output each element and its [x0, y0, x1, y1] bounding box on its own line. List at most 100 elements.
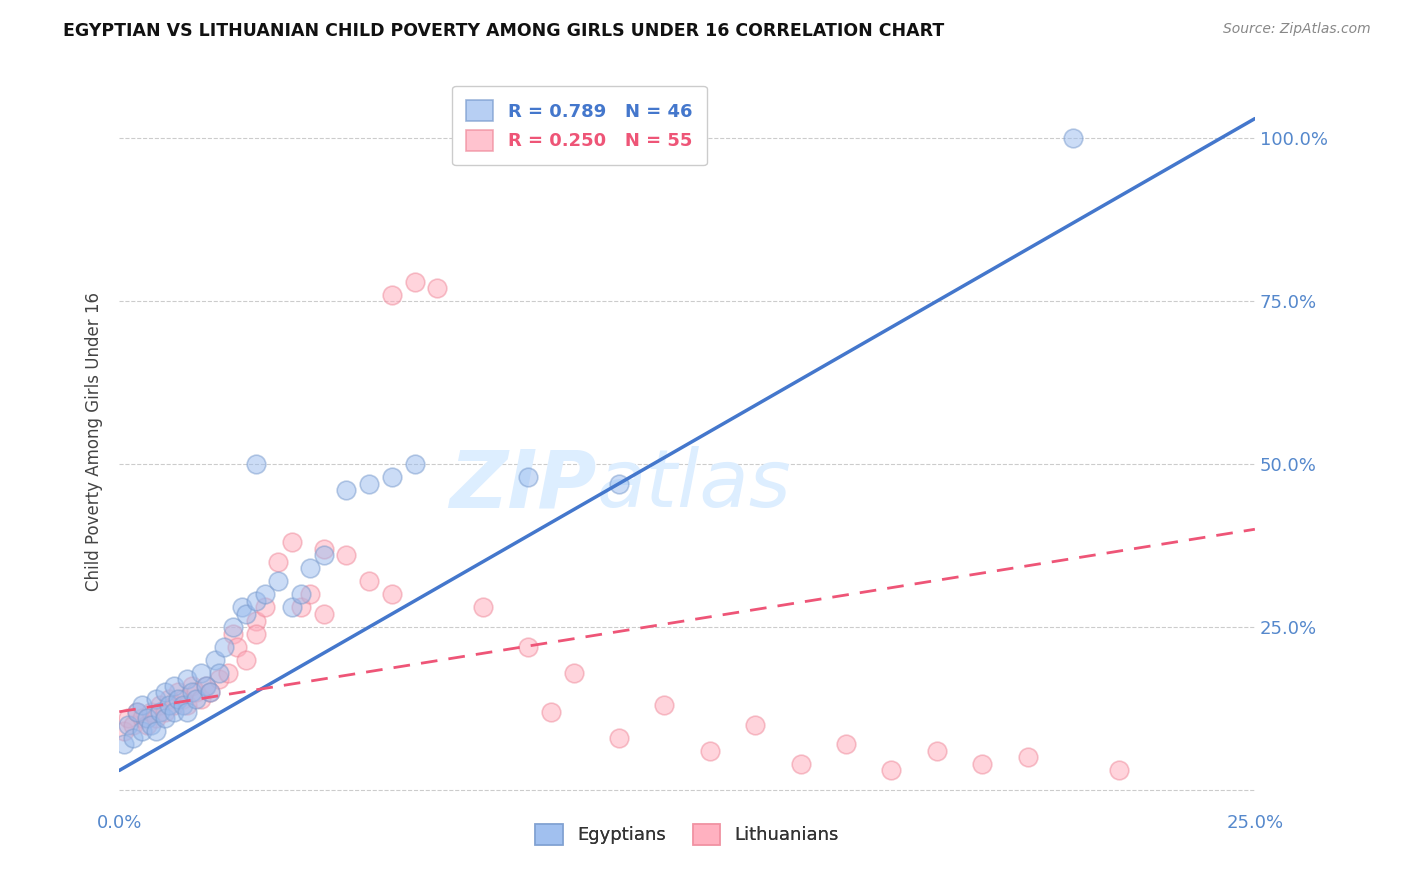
Point [654, 698, 676, 713]
Point [226, 640, 249, 654]
Point [607, 476, 630, 491]
Point [880, 764, 903, 778]
Point [925, 744, 948, 758]
Point [1108, 764, 1130, 778]
Text: ZIP: ZIP [449, 447, 596, 524]
Text: atlas: atlas [596, 447, 792, 524]
Point [789, 756, 811, 771]
Point [127, 705, 149, 719]
Point [157, 691, 180, 706]
Point [217, 665, 239, 680]
Point [381, 287, 404, 301]
Point [208, 672, 231, 686]
Point [267, 574, 290, 589]
Point [190, 665, 212, 680]
Point [149, 698, 172, 713]
Point [404, 457, 426, 471]
Point [194, 679, 217, 693]
Point [607, 731, 630, 745]
Point [359, 476, 381, 491]
Point [245, 614, 267, 628]
Point [117, 711, 139, 725]
Point [204, 652, 226, 666]
Point [172, 691, 194, 706]
Point [145, 724, 167, 739]
Point [198, 685, 221, 699]
Point [540, 705, 562, 719]
Point [153, 711, 176, 725]
Point [517, 470, 540, 484]
Point [157, 698, 180, 713]
Point [744, 718, 766, 732]
Point [562, 665, 585, 680]
Point [290, 600, 312, 615]
Point [176, 705, 198, 719]
Point [112, 724, 135, 739]
Point [231, 600, 253, 615]
Point [208, 665, 231, 680]
Point [149, 705, 172, 719]
Point [299, 561, 322, 575]
Point [181, 679, 204, 693]
Point [312, 541, 335, 556]
Point [145, 711, 167, 725]
Point [299, 587, 322, 601]
Point [235, 652, 257, 666]
Y-axis label: Child Poverty Among Girls Under 16: Child Poverty Among Girls Under 16 [86, 292, 103, 591]
Point [245, 626, 267, 640]
Point [1062, 131, 1084, 145]
Point [181, 685, 204, 699]
Point [245, 457, 267, 471]
Point [131, 724, 153, 739]
Point [281, 600, 304, 615]
Point [145, 691, 167, 706]
Point [122, 718, 145, 732]
Point [117, 718, 139, 732]
Point [186, 685, 208, 699]
Point [186, 691, 208, 706]
Point [1017, 750, 1039, 764]
Point [335, 483, 357, 497]
Point [426, 281, 449, 295]
Point [267, 555, 290, 569]
Point [176, 698, 198, 713]
Point [972, 756, 994, 771]
Point [190, 691, 212, 706]
Point [517, 640, 540, 654]
Point [212, 640, 235, 654]
Point [122, 731, 145, 745]
Point [381, 587, 404, 601]
Point [153, 705, 176, 719]
Point [167, 691, 190, 706]
Point [163, 698, 186, 713]
Point [835, 737, 858, 751]
Point [253, 600, 276, 615]
Point [198, 685, 221, 699]
Point [404, 275, 426, 289]
Point [135, 718, 157, 732]
Point [112, 737, 135, 751]
Point [381, 470, 404, 484]
Point [235, 607, 257, 621]
Text: EGYPTIAN VS LITHUANIAN CHILD POVERTY AMONG GIRLS UNDER 16 CORRELATION CHART: EGYPTIAN VS LITHUANIAN CHILD POVERTY AMO… [63, 22, 945, 40]
Point [245, 594, 267, 608]
Point [699, 744, 721, 758]
Point [471, 600, 494, 615]
Point [335, 549, 357, 563]
Point [312, 549, 335, 563]
Point [139, 718, 162, 732]
Text: Source: ZipAtlas.com: Source: ZipAtlas.com [1223, 22, 1371, 37]
Point [167, 685, 190, 699]
Point [131, 698, 153, 713]
Point [163, 679, 186, 693]
Point [253, 587, 276, 601]
Point [290, 587, 312, 601]
Point [139, 705, 162, 719]
Point [359, 574, 381, 589]
Legend: Egyptians, Lithuanians: Egyptians, Lithuanians [529, 817, 846, 852]
Point [312, 607, 335, 621]
Point [135, 711, 157, 725]
Point [172, 698, 194, 713]
Point [222, 626, 245, 640]
Point [131, 711, 153, 725]
